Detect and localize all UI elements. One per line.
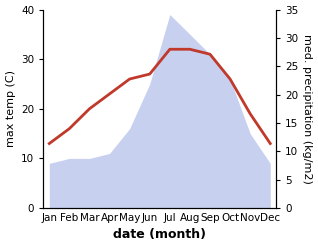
X-axis label: date (month): date (month) [113, 228, 206, 242]
Y-axis label: max temp (C): max temp (C) [5, 70, 16, 147]
Y-axis label: med. precipitation (kg/m2): med. precipitation (kg/m2) [302, 34, 313, 184]
